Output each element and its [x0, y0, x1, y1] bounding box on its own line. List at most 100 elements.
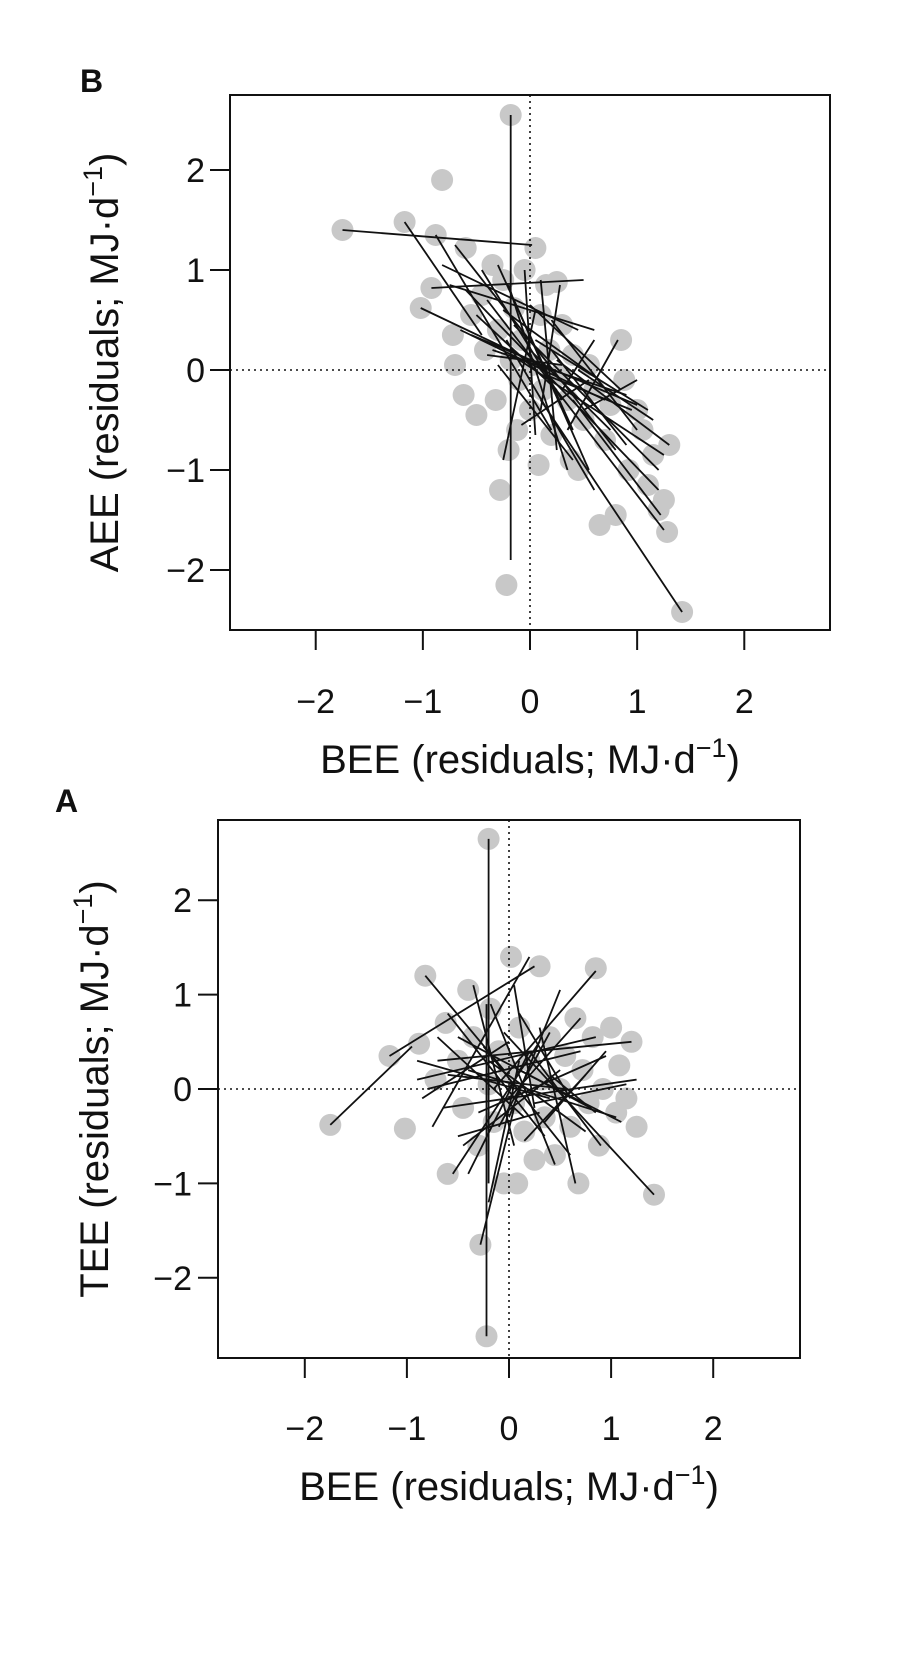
panel-a-point — [615, 1087, 638, 1110]
panel-a-x-axis-label: BEE (residuals; MJ·d−1) — [299, 1460, 719, 1509]
panel-a-x-tick-label: 0 — [500, 1410, 519, 1448]
panel-b-x-tick-label: 1 — [628, 683, 647, 721]
panel-b-pair-line — [583, 379, 638, 411]
panel-a-pair-line — [389, 965, 535, 1057]
panel-a-pair-line — [421, 1041, 510, 1100]
panel-b-x-tick-label: 0 — [521, 683, 540, 721]
panel-a-point — [600, 1016, 623, 1039]
panel-a-x-ticks: −2 −1 0 1 2 — [285, 1358, 723, 1448]
panel-a-point — [446, 1049, 469, 1072]
panel-a-pair-line — [457, 1111, 540, 1138]
panel-b-point — [460, 304, 483, 326]
panel-a-x-tick-label: 1 — [602, 1410, 621, 1448]
panel-b-x-tick-label: −2 — [296, 683, 335, 721]
panel-b-x-tick-label: 2 — [735, 683, 754, 721]
panel-a-point — [608, 1054, 631, 1077]
panel-a-y-axis-label: TEE (residuals; MJ·d−1) — [68, 880, 117, 1298]
panel-b-y-axis-label: AEE (residuals; MJ·d−1) — [78, 153, 127, 573]
panel-a-pair-line — [416, 1036, 597, 1081]
panel-b-y-tick-label: −2 — [166, 552, 205, 590]
panel-a-x-tick-label: −2 — [285, 1410, 324, 1448]
panel-a-point — [457, 978, 480, 1001]
panel-a: A −2 −1 0 1 2 −2 −1 0 1 2 BEE (residuals; MJ·d−1… — [55, 783, 801, 1509]
panel-a-pair-line — [482, 1045, 572, 1156]
panel-a-point — [564, 1007, 587, 1030]
panel-a-pair-line — [478, 1055, 607, 1114]
panel-a-point — [506, 1172, 529, 1195]
panel-a-segments — [329, 838, 655, 1337]
panel-b-point — [489, 479, 511, 501]
panel-a-pair-line — [479, 1107, 515, 1245]
panel-b-y-tick-label: 2 — [186, 152, 205, 190]
panel-b-point — [527, 454, 550, 476]
panel-a-pair-line — [487, 1060, 521, 1203]
panel-b-pair-line — [507, 284, 569, 471]
panel-b-point — [588, 514, 611, 536]
panel-a-pair-line — [452, 1041, 541, 1175]
panel-b-point — [452, 384, 475, 406]
panel-b-segments — [342, 115, 683, 613]
panel-b-reference-lines — [230, 95, 830, 630]
panel-b-y-tick-label: 0 — [186, 352, 205, 390]
panel-b-pair-line — [550, 319, 638, 431]
panel-a-point — [567, 1172, 590, 1195]
panel-a-point — [479, 997, 502, 1020]
panel-a-y-ticks: −2 −1 0 1 2 — [153, 882, 218, 1298]
panel-a-pair-line — [518, 1013, 572, 1099]
panel-a-x-tick-label: 2 — [704, 1410, 723, 1448]
panel-b-y-tick-label: 1 — [186, 252, 205, 290]
panel-b-point — [631, 419, 654, 441]
panel-a-point — [500, 945, 522, 968]
panel-a-pair-line — [534, 1083, 627, 1105]
panel-b-pair-line — [556, 359, 670, 446]
panel-a-pair-line — [467, 1050, 531, 1175]
panel-a-y-tick-label: 2 — [173, 882, 192, 920]
panel-b: B −2 −1 0 1 2 −2 −1 0 1 2 BEE (residuals; MJ·d−1… — [78, 63, 831, 782]
panel-a-pair-line — [427, 1050, 581, 1090]
panel-a-y-tick-label: 0 — [173, 1071, 192, 1109]
panel-b-pair-line — [577, 369, 654, 421]
panel-b-pair-line — [572, 399, 662, 516]
panel-a-y-tick-label: 1 — [173, 977, 192, 1015]
panel-b-pair-line — [449, 284, 595, 331]
panel-b-pair-line — [403, 221, 483, 336]
panel-b-point — [642, 444, 665, 466]
panel-b-point — [613, 369, 636, 391]
panel-b-point — [431, 169, 454, 191]
panel-b-point — [636, 474, 659, 496]
panel-b-y-tick-label: −1 — [166, 452, 205, 490]
panel-b-pair-line — [518, 359, 665, 456]
panel-a-pair-line — [538, 1027, 577, 1184]
panel-b-point — [572, 409, 595, 431]
panel-b-point — [652, 489, 675, 511]
panel-a-pair-line — [416, 1059, 551, 1100]
panel-a-point — [554, 1045, 577, 1067]
panel-a-point — [408, 1032, 431, 1055]
panel-b-point — [484, 389, 507, 411]
panel-b-pair-line — [513, 299, 590, 471]
panel-a-y-tick-label: −2 — [153, 1260, 192, 1298]
panel-b-pair-line — [460, 329, 606, 401]
panel-b-point — [465, 404, 488, 426]
panel-b-point — [524, 237, 547, 259]
panel-a-pair-line — [503, 1031, 655, 1196]
panel-a-point — [467, 1134, 490, 1157]
panel-b-x-ticks: −2 −1 0 1 2 — [296, 630, 754, 721]
panel-a-point — [452, 1096, 475, 1119]
panel-a-letter: A — [55, 783, 78, 819]
panel-b-pair-line — [497, 364, 574, 461]
panel-a-point — [584, 957, 607, 980]
panel-a-point — [587, 1134, 610, 1157]
panel-a-pair-line — [329, 1045, 413, 1126]
panel-b-point — [486, 319, 509, 341]
panel-a-point — [513, 1120, 536, 1143]
panel-a-x-tick-label: −1 — [388, 1410, 427, 1448]
panel-a-reference-lines — [218, 820, 800, 1358]
panel-a-point — [528, 955, 551, 978]
panel-b-point — [497, 439, 520, 461]
panel-a-pair-line — [447, 1073, 566, 1090]
panel-a-point — [436, 1162, 459, 1185]
panel-a-pair-line — [437, 1040, 632, 1062]
panel-a-pair-line — [488, 1059, 587, 1133]
